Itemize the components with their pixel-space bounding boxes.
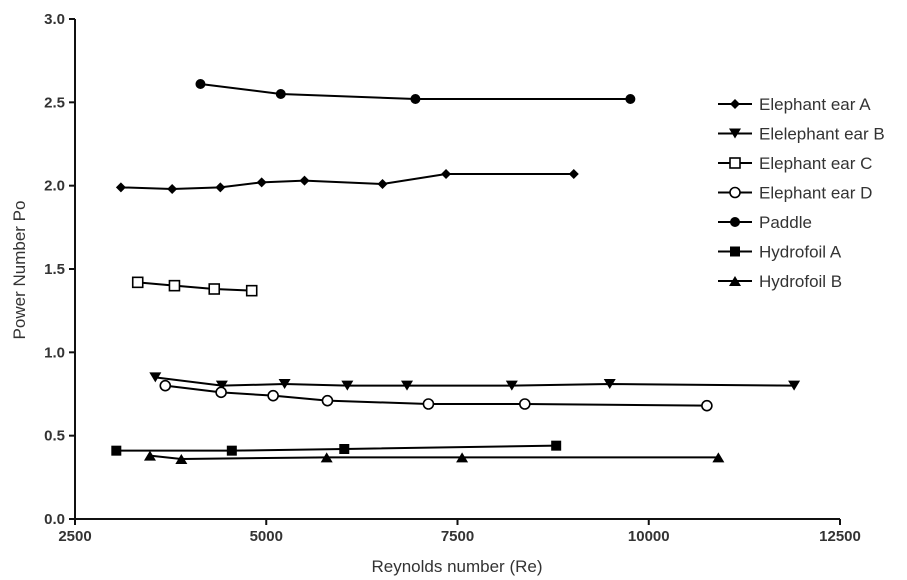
data-point <box>275 89 286 99</box>
data-point <box>167 184 178 194</box>
legend-label: Elephant ear C <box>759 154 872 173</box>
data-point <box>712 452 725 463</box>
data-point <box>625 94 636 104</box>
y-tick-label: 3.0 <box>44 11 65 28</box>
y-tick-label: 0.5 <box>44 428 65 445</box>
legend-marker <box>729 186 741 199</box>
legend-item: Hydrofoil A <box>718 243 842 262</box>
data-point <box>377 179 388 189</box>
data-point <box>519 398 531 410</box>
x-tick-label: 10000 <box>628 528 670 545</box>
series-line <box>120 173 574 191</box>
y-tick-label: 2.5 <box>44 94 65 111</box>
data-point <box>245 284 258 297</box>
legend-label: Elephant ear D <box>759 184 872 203</box>
data-point <box>215 380 228 391</box>
data-point <box>256 177 267 188</box>
data-point <box>215 182 226 193</box>
legend-marker <box>730 217 740 227</box>
x-tick-label: 5000 <box>250 528 283 545</box>
data-point <box>422 398 435 410</box>
data-point <box>115 182 126 193</box>
legend-item: Elephant ear D <box>718 184 872 203</box>
data-point <box>341 380 354 391</box>
data-point <box>267 389 279 402</box>
y-tick-label: 1.5 <box>44 261 65 278</box>
y-tick-label: 0.0 <box>44 511 65 528</box>
x-axis-ticks: 2500 5000 7500 10000 12500 <box>58 519 861 545</box>
data-point <box>278 379 291 389</box>
legend-item: Elephant ear A <box>718 95 871 114</box>
data-point <box>143 450 156 461</box>
series-hydrofoil-a <box>111 440 562 456</box>
legend-marker <box>730 99 740 109</box>
legend-label: Elephant ear A <box>759 95 871 114</box>
series-elephant-ear-a <box>115 169 579 194</box>
legend-item: Elephant ear C <box>718 154 872 173</box>
data-point <box>168 279 181 292</box>
legend-label: Paddle <box>759 213 812 232</box>
legend-marker <box>729 276 741 286</box>
legend-marker <box>729 157 741 169</box>
data-point <box>568 169 579 179</box>
data-point <box>131 276 144 289</box>
legend-label: Hydrofoil B <box>759 272 842 291</box>
data-point <box>299 175 310 186</box>
legend-label: Hydrofoil A <box>759 243 842 262</box>
series-hydrofoil-b <box>143 450 725 464</box>
data-point <box>226 445 237 456</box>
data-point <box>149 372 162 383</box>
y-axis-title: Power Number Po <box>10 201 29 340</box>
series-elephant-ear-c <box>131 276 258 297</box>
series-line <box>149 454 719 461</box>
y-axis-ticks: 0.0 0.5 1.0 1.5 2.0 2.5 3.0 <box>44 11 75 528</box>
x-axis-title: Reynolds number (Re) <box>371 557 542 576</box>
data-point <box>401 380 414 391</box>
x-tick-label: 2500 <box>58 528 91 545</box>
data-point <box>320 452 333 463</box>
series-elephant-ear-d <box>159 379 713 412</box>
legend-marker <box>730 246 740 257</box>
x-tick-label: 7500 <box>441 528 474 545</box>
data-point <box>701 399 713 412</box>
data-point <box>339 444 350 454</box>
data-point <box>410 94 421 104</box>
legend: Elephant ear A Elelephant ear B Elephant e… <box>718 95 885 291</box>
series-paddle <box>195 79 636 104</box>
data-point <box>159 379 172 392</box>
legend-item: Hydrofoil B <box>718 272 842 291</box>
x-tick-label: 12500 <box>819 528 861 545</box>
series-elelephant-ear-b <box>149 372 801 391</box>
series-line <box>165 384 707 407</box>
legend-marker <box>729 128 741 139</box>
series-line <box>200 83 631 100</box>
data-point <box>175 454 188 464</box>
series-layer <box>111 79 801 464</box>
series-line <box>116 444 557 452</box>
y-tick-label: 2.0 <box>44 178 65 195</box>
legend-item: Elelephant ear B <box>718 125 885 144</box>
series-line <box>137 281 252 292</box>
data-point <box>215 386 227 399</box>
data-point <box>111 445 122 456</box>
data-point <box>441 169 452 179</box>
legend-label: Elelephant ear B <box>759 125 885 144</box>
data-point <box>551 440 562 451</box>
data-point <box>321 394 334 407</box>
data-point <box>208 283 221 295</box>
data-point <box>456 452 469 463</box>
data-point <box>505 380 518 391</box>
legend-item: Paddle <box>718 213 812 232</box>
data-point <box>788 380 801 391</box>
axes <box>74 19 840 520</box>
data-point <box>603 379 616 389</box>
y-tick-label: 1.0 <box>44 344 65 361</box>
series-line <box>155 376 795 387</box>
data-point <box>195 79 206 89</box>
